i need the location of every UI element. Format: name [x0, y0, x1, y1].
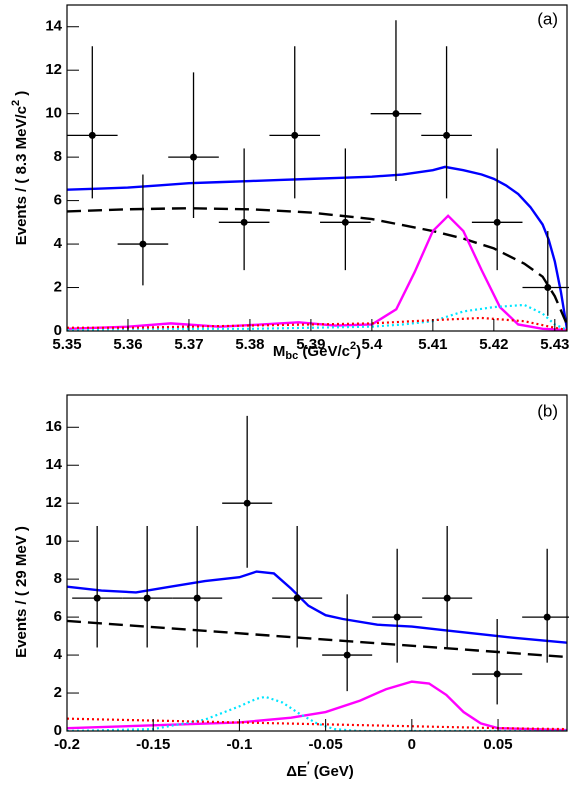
x-tick-label: 5.36	[113, 336, 142, 353]
y-axis-label-sup: 2	[10, 100, 22, 106]
y-tick-label: 14	[45, 18, 62, 35]
x-tick-label: -0.1	[226, 736, 252, 753]
x-tick-label: 5.35	[52, 336, 81, 353]
x-axis-label-sup: 2	[350, 340, 356, 352]
fit-curve	[67, 695, 567, 731]
data-point	[544, 284, 552, 292]
x-axis-label-part: (GeV/c	[298, 343, 350, 360]
y-tick-label: 12	[45, 61, 62, 78]
panel-label: (a)	[537, 9, 558, 28]
y-axis-label-part: Events / ( 29 MeV )	[13, 526, 30, 658]
x-tick-label: 5.4	[361, 336, 383, 353]
data-point	[243, 499, 251, 507]
y-tick-label: 4	[54, 646, 63, 663]
y-tick-label: 4	[54, 235, 63, 252]
data-point	[240, 218, 248, 226]
x-axis-label-part: ΔE	[286, 763, 307, 780]
fit-curve	[67, 316, 567, 331]
x-tick-label: 5.39	[296, 336, 325, 353]
data-point	[193, 594, 201, 602]
data-point	[443, 131, 451, 139]
data-point	[139, 240, 147, 248]
y-tick-label: 16	[45, 418, 62, 435]
y-tick-label: 10	[45, 105, 62, 122]
x-tick-label: 5.38	[235, 336, 264, 353]
y-axis-label: Events / ( 29 MeV )	[13, 526, 30, 658]
x-tick-label: -0.2	[54, 736, 80, 753]
y-tick-label: 12	[45, 494, 62, 511]
x-axis-label-part: M	[273, 343, 286, 360]
data-point	[543, 613, 551, 621]
x-tick-label: 5.41	[418, 336, 447, 353]
x-tick-label: 5.42	[479, 336, 508, 353]
plot-frame	[66, 394, 568, 732]
y-tick-label: 14	[45, 456, 62, 473]
data-point	[443, 594, 451, 602]
data-point	[190, 153, 198, 161]
y-axis-label: Events / ( 8.3 MeV/c2 )	[10, 91, 30, 246]
y-axis-label-part: )	[13, 91, 30, 100]
plot-frame	[66, 4, 568, 332]
x-tick-label: 5.43	[540, 336, 569, 353]
x-axis-label-part: )	[356, 343, 361, 360]
x-tick-label: -0.15	[136, 736, 170, 753]
y-tick-label: 2	[54, 684, 62, 701]
data-point	[93, 594, 101, 602]
data-point	[493, 218, 501, 226]
panel-label: (b)	[537, 401, 558, 420]
data-point	[392, 110, 400, 118]
x-tick-label: 0	[408, 736, 416, 753]
y-tick-label: 0	[54, 322, 62, 339]
data-point	[493, 670, 501, 678]
data-point	[341, 218, 349, 226]
data-point	[291, 131, 299, 139]
data-point	[343, 651, 351, 659]
y-tick-label: 6	[54, 192, 62, 209]
fit-curve	[67, 214, 567, 331]
data-point	[143, 594, 151, 602]
y-tick-label: 6	[54, 608, 62, 625]
fit-curve	[67, 165, 567, 330]
x-tick-label: -0.05	[309, 736, 343, 753]
x-axis-label: ΔE′ (GeV)	[286, 760, 354, 780]
y-axis-label-part: Events / ( 8.3 MeV/c	[13, 106, 30, 245]
fit-curve	[67, 303, 567, 331]
x-axis-label-sub: bc	[285, 350, 298, 362]
y-tick-label: 8	[54, 148, 62, 165]
data-point	[393, 613, 401, 621]
y-tick-label: 10	[45, 532, 62, 549]
x-axis-label: Mbc (GeV/c2)	[273, 340, 361, 362]
data-point	[293, 594, 301, 602]
y-tick-label: 8	[54, 570, 62, 587]
x-axis-label-sup: ′	[307, 760, 310, 772]
y-tick-label: 2	[54, 279, 62, 296]
data-point	[88, 131, 96, 139]
x-axis-label-part: (GeV)	[310, 763, 354, 780]
y-tick-label: 0	[54, 722, 62, 739]
x-tick-label: 5.37	[174, 336, 203, 353]
x-tick-label: 0.05	[483, 736, 512, 753]
